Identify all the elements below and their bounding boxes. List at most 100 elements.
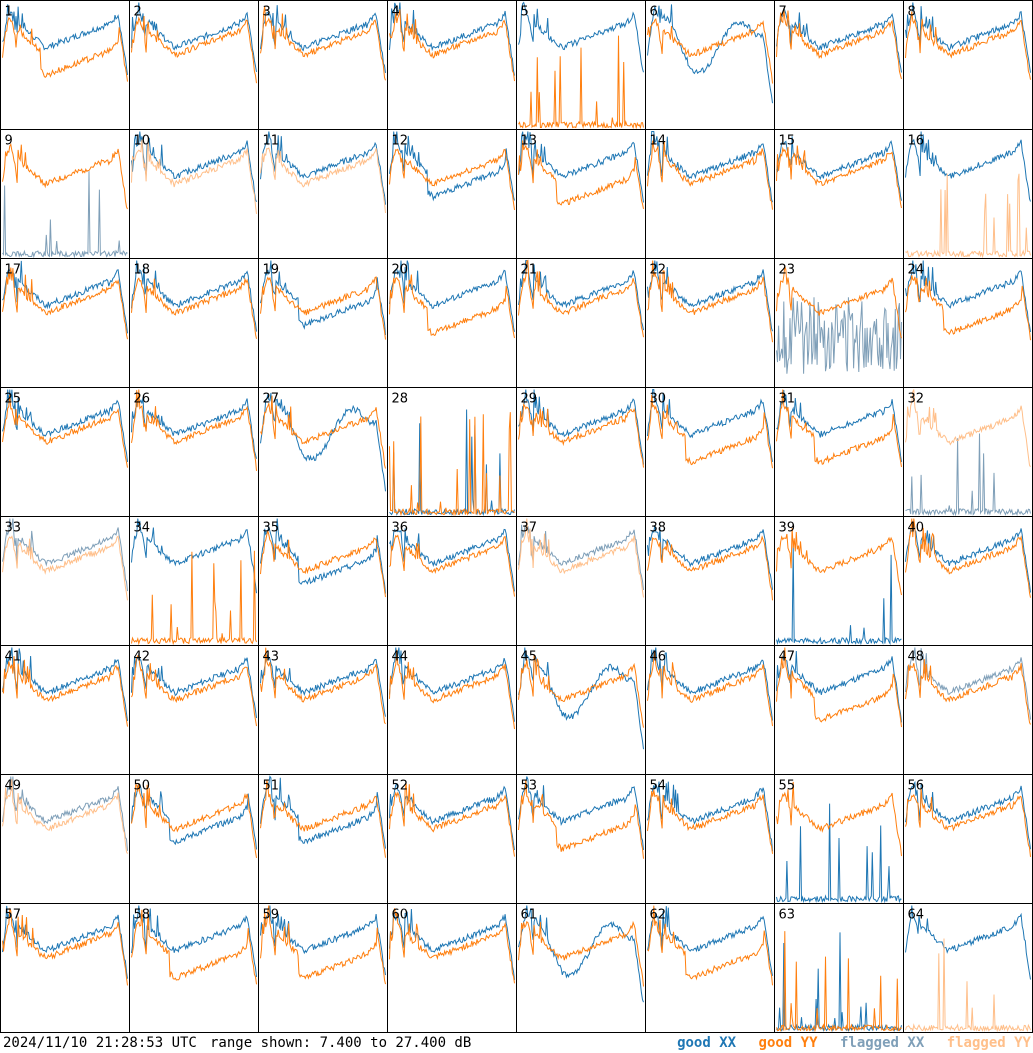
panel-43: 43 [258,645,388,775]
series-yy [776,8,902,80]
panel-label: 51 [263,779,280,794]
panel-label: 42 [134,650,151,665]
panel-label: 22 [650,263,667,278]
series-xx [518,776,644,850]
panel-frame [774,0,904,130]
series-yy [131,277,257,339]
panel-53: 53 [516,774,646,904]
panel-label: 48 [908,650,925,665]
series-yy [518,920,644,987]
panel-frame [258,774,388,904]
panel-label: 44 [392,650,409,665]
series-xx [647,781,773,852]
panel-13: 13 [516,129,646,259]
panel-60: 60 [387,903,517,1033]
series-xx [2,389,128,462]
panel-frame [516,903,646,1033]
panel-label: 13 [521,134,538,149]
panel-label: 53 [521,779,538,794]
panel-frame [129,129,259,259]
series-yy [647,905,773,986]
panel-frame [258,645,388,775]
series-yy [131,909,257,985]
panel-15: 15 [774,129,904,259]
panel-label: 62 [650,908,667,923]
panel-label: 47 [779,650,796,665]
panel-label: 63 [779,908,796,923]
legend: good XX good YY flagged XX flagged YY [663,1033,1031,1053]
panel-label: 52 [392,779,409,794]
panel-7: 7 [774,0,904,130]
panel-35: 35 [258,516,388,646]
series-yy [131,550,257,646]
panel-3: 3 [258,0,388,130]
series-yy [389,9,515,82]
series-yy [260,530,386,598]
series-yy [647,260,773,343]
series-xx [518,647,644,750]
panel-48: 48 [903,645,1033,775]
panel-label: 17 [5,263,22,278]
series-yy [131,15,257,84]
panel-label: 7 [779,5,787,20]
series-yy [776,389,902,468]
panel-22: 22 [645,258,775,388]
panel-14: 14 [645,129,775,259]
series-xx [2,171,128,259]
series-yy [647,140,773,210]
series-yy [2,907,128,986]
series-xx [776,297,902,374]
series-xx [518,389,644,465]
series-xx [2,647,128,721]
series-xx [2,518,128,592]
series-yy [2,17,128,82]
series-xx [518,524,644,590]
panel-44: 44 [387,645,517,775]
panel-20: 20 [387,258,517,388]
panel-25: 25 [0,387,130,517]
panel-frame [0,645,130,775]
panel-label: 57 [5,908,22,923]
panel-frame [0,903,130,1033]
panel-label: 64 [908,908,925,923]
legend-flagged-xx: flagged XX [839,1035,925,1051]
series-xx [260,131,386,205]
panel-frame [387,258,517,388]
series-xx [260,392,386,492]
panel-label: 61 [521,908,538,923]
panel-21: 21 [516,258,646,388]
footer: 2024/11/10 21:28:53 UTC range shown: 7.4… [0,1033,1033,1053]
series-yy [260,276,386,340]
panel-label: 37 [521,521,538,536]
series-xx [905,2,1031,73]
panel-51: 51 [258,774,388,904]
series-xx [518,131,644,203]
series-xx [260,905,386,976]
series-xx [131,905,257,977]
panel-19: 19 [258,258,388,388]
panel-label: 27 [263,392,280,407]
panel-42: 42 [129,645,259,775]
range-text: range shown: 7.400 to 27.400 dB [210,1035,472,1051]
panel-1: 1 [0,0,130,130]
series-yy [647,650,773,727]
panel-frame [516,645,646,775]
panel-23: 23 [774,258,904,388]
panel-label: 43 [263,650,280,665]
panel-frame [0,258,130,388]
series-xx [647,131,773,203]
panel-8: 8 [903,0,1033,130]
series-yy [260,147,386,214]
panel-frame [387,903,517,1033]
legend-good-xx: good XX [677,1035,737,1051]
series-yy [389,783,515,857]
series-xx [131,2,257,72]
series-yy [389,148,515,210]
panel-label: 19 [263,263,280,278]
panel-label: 60 [392,908,409,923]
panel-label: 10 [134,134,151,149]
panel-frame [0,129,130,259]
panel-label: 36 [392,521,409,536]
series-xx [905,433,1031,517]
